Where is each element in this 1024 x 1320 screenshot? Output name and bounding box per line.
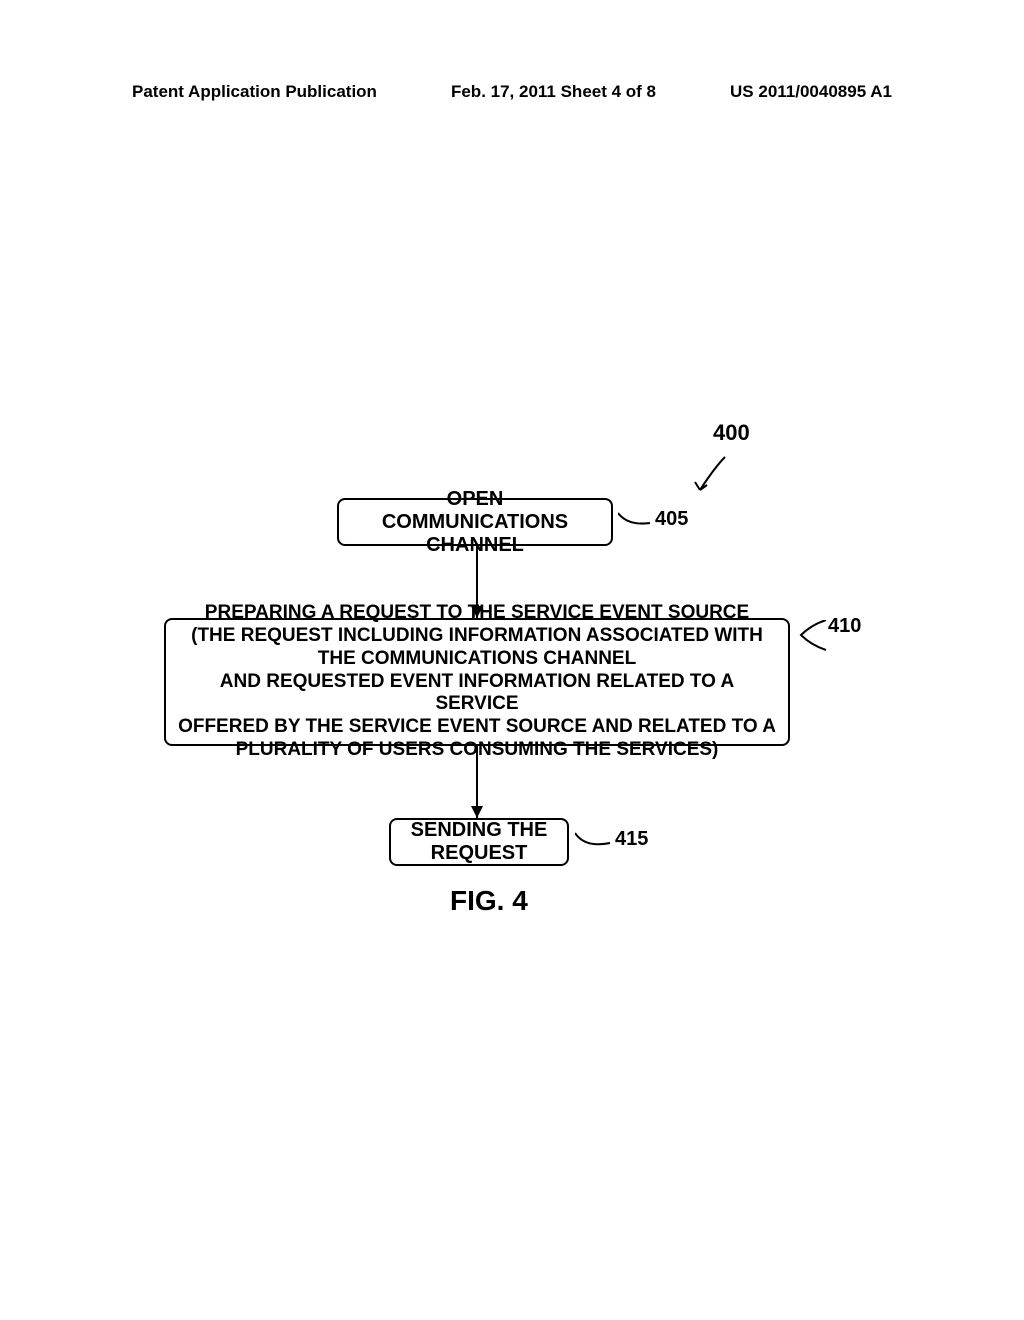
- ref-label-405: 405: [655, 508, 688, 531]
- arrowhead-icon: [471, 806, 483, 818]
- page-header: Patent Application Publication Feb. 17, …: [0, 82, 1024, 102]
- ref-connector-icon: [796, 620, 831, 655]
- box-text: OPEN COMMUNICATIONS CHANNEL: [351, 488, 599, 557]
- ref-label-415: 415: [615, 828, 648, 851]
- flowchart-box-405: OPEN COMMUNICATIONS CHANNEL: [337, 498, 613, 546]
- ref-connector-icon: [575, 828, 615, 858]
- flowchart-box-415: SENDING THE REQUEST: [389, 818, 569, 866]
- ref-label-400: 400: [713, 420, 750, 446]
- figure-label: FIG. 4: [450, 885, 528, 917]
- box-text: SENDING THE REQUEST: [403, 819, 555, 865]
- header-left-text: Patent Application Publication: [132, 82, 377, 102]
- header-right-text: US 2011/0040895 A1: [730, 82, 892, 102]
- curved-arrow-icon: [690, 452, 740, 502]
- ref-connector-icon: [618, 508, 658, 538]
- header-center-text: Feb. 17, 2011 Sheet 4 of 8: [451, 82, 656, 102]
- ref-label-410: 410: [828, 615, 861, 638]
- box-text: PREPARING A REQUEST TO THE SERVICE EVENT…: [178, 602, 776, 762]
- flowchart-box-410: PREPARING A REQUEST TO THE SERVICE EVENT…: [164, 618, 790, 746]
